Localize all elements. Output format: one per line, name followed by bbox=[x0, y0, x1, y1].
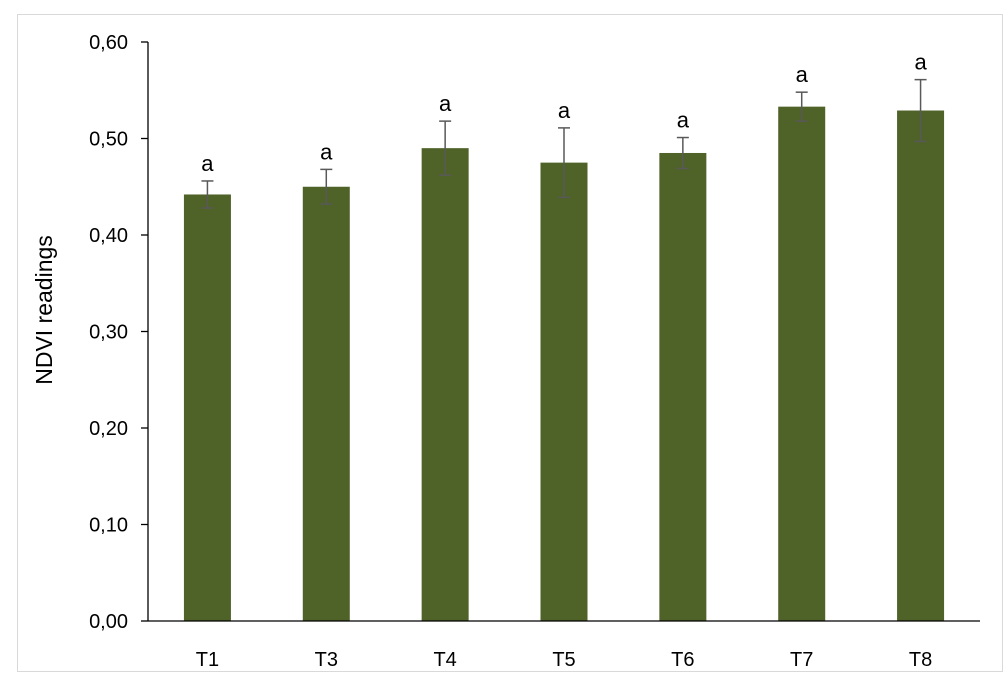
bar bbox=[183, 194, 231, 621]
y-axis-title: NDVI readings bbox=[31, 235, 57, 385]
data-label: a bbox=[439, 91, 452, 116]
x-tick-label: T4 bbox=[433, 649, 456, 671]
y-tick-label: 0,40 bbox=[89, 225, 128, 247]
x-tick-label: T8 bbox=[909, 649, 932, 671]
y-tick-label: 0,20 bbox=[89, 418, 128, 440]
data-label: a bbox=[677, 108, 690, 133]
y-tick-label: 0,60 bbox=[89, 32, 128, 54]
x-tick-label: T6 bbox=[671, 649, 694, 671]
data-label: a bbox=[320, 139, 333, 164]
chart-frame bbox=[17, 14, 1003, 672]
x-tick-label: T1 bbox=[196, 649, 219, 671]
y-tick-label: 0,50 bbox=[89, 129, 128, 151]
x-tick-label: T3 bbox=[315, 649, 338, 671]
x-tick-label: T7 bbox=[790, 649, 813, 671]
data-label: a bbox=[914, 50, 927, 75]
data-label: a bbox=[201, 151, 214, 176]
bar bbox=[659, 152, 707, 621]
bar bbox=[778, 106, 826, 621]
bar bbox=[302, 186, 350, 621]
data-label: a bbox=[796, 62, 809, 87]
data-label: a bbox=[558, 98, 571, 123]
y-tick-label: 0,10 bbox=[89, 515, 128, 537]
plot-area: 0,00 0,10 0,20 0,30 0,40 0,50 0,60 a T1 a T3 a T4 a T5… bbox=[89, 32, 980, 671]
bar bbox=[540, 162, 588, 621]
bar bbox=[421, 148, 469, 621]
y-tick-label: 0,00 bbox=[89, 611, 128, 633]
x-tick-label: T5 bbox=[552, 649, 575, 671]
y-tick-label: 0,30 bbox=[89, 322, 128, 344]
bar bbox=[897, 110, 945, 621]
